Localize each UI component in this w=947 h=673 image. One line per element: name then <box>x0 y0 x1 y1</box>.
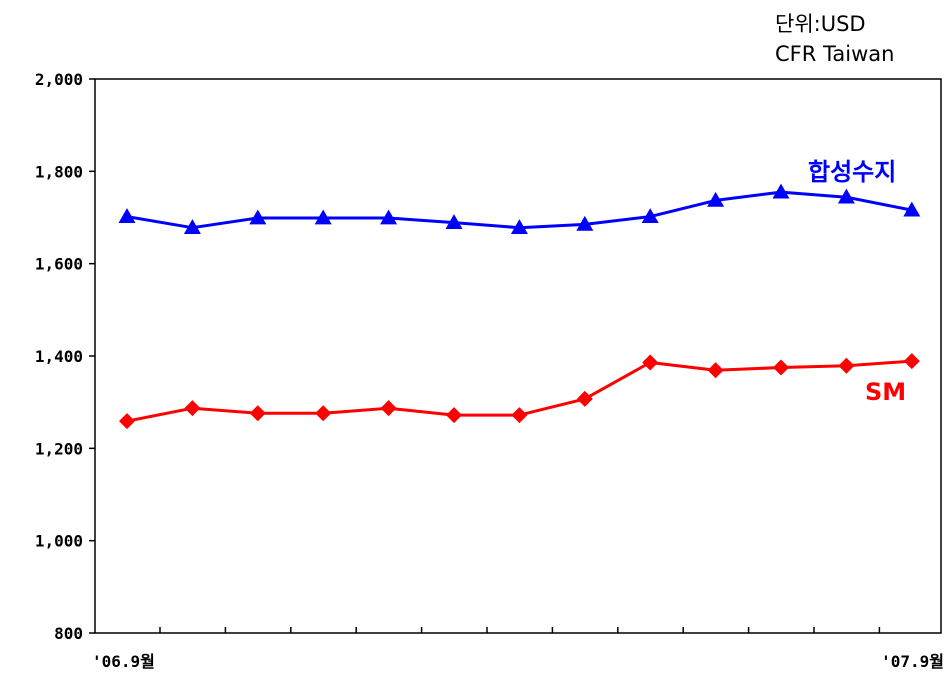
data-point <box>838 357 855 374</box>
data-point <box>903 353 920 370</box>
y-tick-label: 1,200 <box>35 439 83 458</box>
data-point <box>837 188 855 204</box>
data-point <box>773 359 789 376</box>
data-point <box>119 413 135 430</box>
chart-series <box>118 183 921 430</box>
data-point <box>314 209 332 225</box>
x-tick-label: '06.9월 <box>92 652 155 671</box>
data-point <box>315 405 332 422</box>
data-point <box>576 390 593 407</box>
data-point <box>249 209 267 225</box>
series-label-sm: SM <box>865 378 907 406</box>
data-point <box>446 407 462 424</box>
y-tick-label: 800 <box>54 624 83 643</box>
data-point <box>249 405 266 422</box>
y-axis-ticks: 800 1,000 1,200 1,400 1,600 1,800 2,000 <box>35 70 95 643</box>
data-point <box>772 183 790 199</box>
y-tick-label: 1,800 <box>35 162 83 181</box>
x-axis-ticks: '06.9월 '07.9월 <box>92 627 944 671</box>
data-point <box>380 209 398 225</box>
data-point <box>511 407 528 424</box>
data-point <box>642 354 659 371</box>
data-point <box>903 201 921 217</box>
data-point <box>707 362 724 379</box>
data-point <box>118 208 136 223</box>
data-point <box>576 215 594 231</box>
data-point <box>184 400 201 417</box>
series-0 <box>118 183 921 235</box>
data-point <box>380 400 397 417</box>
data-point <box>183 219 201 235</box>
series-label-resin: 합성수지 <box>808 158 897 186</box>
y-tick-label: 1,400 <box>35 347 83 366</box>
market-label: CFR Taiwan <box>775 42 895 66</box>
data-point <box>641 208 659 223</box>
data-point <box>707 191 725 207</box>
series-1 <box>119 353 920 430</box>
data-point <box>510 219 528 235</box>
y-tick-label: 1,600 <box>35 255 83 274</box>
y-tick-label: 2,000 <box>35 70 83 89</box>
data-point <box>445 214 463 229</box>
unit-label: 단위:USD <box>775 12 866 36</box>
x-tick-label: '07.9월 <box>881 652 944 671</box>
y-tick-label: 1,000 <box>35 532 83 551</box>
